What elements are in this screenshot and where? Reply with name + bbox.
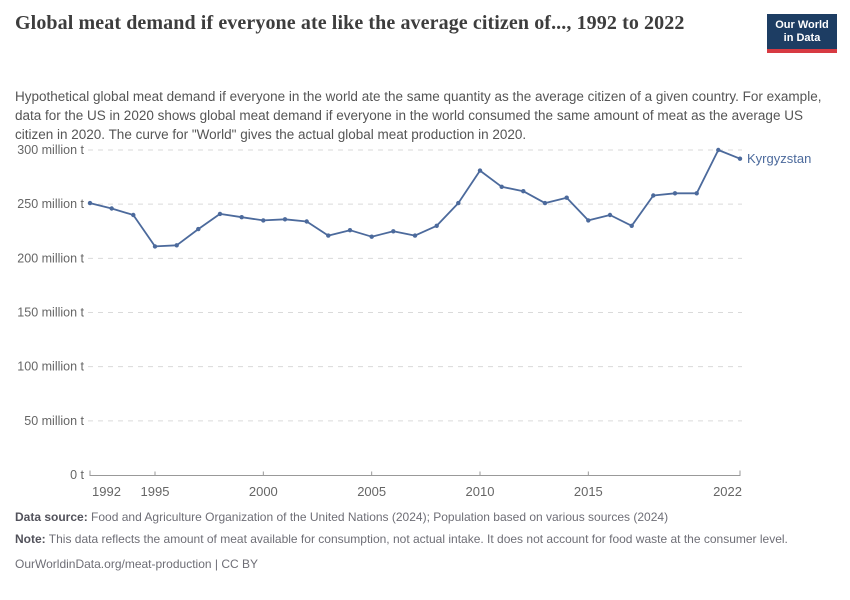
data-point bbox=[672, 191, 678, 196]
data-point bbox=[109, 206, 114, 211]
data-point bbox=[499, 184, 504, 189]
x-axis-tick-label: 2005 bbox=[357, 484, 386, 499]
y-axis-tick-label: 150 million t bbox=[17, 306, 84, 320]
data-point bbox=[174, 243, 179, 248]
note-text: This data reflects the amount of meat av… bbox=[48, 532, 788, 546]
y-axis-labels-group: 0 t 50 million t 100 million t 150 million … bbox=[17, 143, 84, 482]
page-title: Global meat demand if everyone ate like … bbox=[15, 12, 685, 34]
data-point bbox=[542, 200, 548, 206]
data-point bbox=[412, 233, 418, 238]
data-point bbox=[391, 229, 396, 234]
x-axis-tick-label: 1995 bbox=[141, 484, 170, 499]
y-axis-tick-label: 300 million t bbox=[17, 143, 84, 157]
data-point bbox=[434, 223, 439, 228]
series-end-label: Kyrgyzstan bbox=[747, 151, 811, 166]
data-point bbox=[217, 211, 223, 217]
y-axis-tick-label: 0 t bbox=[70, 468, 84, 482]
data-point bbox=[716, 147, 721, 153]
owid-logo-line1: Our World bbox=[775, 19, 829, 31]
data-point bbox=[304, 219, 309, 224]
x-axis-tick-label: 2022 bbox=[713, 484, 742, 499]
data-point bbox=[629, 223, 634, 228]
data-point bbox=[152, 244, 158, 249]
data-point bbox=[477, 168, 483, 173]
series-group: Kyrgyzstan bbox=[87, 147, 811, 249]
data-point bbox=[586, 218, 591, 223]
gridlines-group bbox=[88, 149, 742, 422]
citation-line[interactable]: OurWorldinData.org/meat-production | CC … bbox=[15, 557, 258, 571]
x-axis-group: 1992 1995 2000 2005 2010 2015 2022 bbox=[89, 470, 742, 499]
series-line bbox=[89, 149, 741, 248]
data-point bbox=[131, 212, 136, 218]
data-point bbox=[261, 218, 266, 223]
owid-logo: Our World in Data bbox=[767, 14, 837, 53]
x-axis-tick-label: 2000 bbox=[249, 484, 278, 499]
x-axis-tick-label: 2010 bbox=[466, 484, 495, 499]
data-source-line: Data source: Food and Agriculture Organi… bbox=[15, 510, 827, 525]
data-point bbox=[651, 193, 656, 198]
data-point bbox=[737, 156, 743, 161]
data-source-text: Food and Agriculture Organization of the… bbox=[91, 510, 669, 524]
data-point bbox=[196, 226, 201, 232]
chart-subtitle: Hypothetical global meat demand if every… bbox=[15, 89, 822, 142]
x-axis-tick-label: 1992 bbox=[92, 484, 121, 499]
chart-footer: Data source: Food and Agriculture Organi… bbox=[15, 510, 827, 572]
data-point bbox=[326, 233, 331, 238]
data-point bbox=[456, 200, 461, 206]
note-line: Note: This data reflects the amount of m… bbox=[15, 532, 815, 547]
data-point bbox=[347, 228, 353, 233]
data-point bbox=[564, 195, 569, 200]
y-axis-tick-label: 200 million t bbox=[17, 251, 84, 265]
note-label: Note: bbox=[15, 532, 46, 546]
data-source-label: Data source: bbox=[15, 510, 88, 524]
x-axis-tick-label: 2015 bbox=[574, 484, 603, 499]
data-point bbox=[694, 191, 699, 196]
data-point bbox=[607, 212, 613, 218]
data-point bbox=[521, 189, 526, 194]
data-point bbox=[282, 217, 288, 222]
y-axis-tick-label: 250 million t bbox=[17, 197, 84, 211]
data-point bbox=[239, 215, 244, 220]
data-point bbox=[87, 200, 93, 206]
x-axis-line bbox=[89, 470, 741, 476]
y-axis-tick-label: 100 million t bbox=[17, 360, 84, 374]
data-point bbox=[369, 234, 374, 239]
y-axis-tick-label: 50 million t bbox=[24, 414, 84, 428]
owid-logo-line2: in Data bbox=[783, 32, 821, 44]
